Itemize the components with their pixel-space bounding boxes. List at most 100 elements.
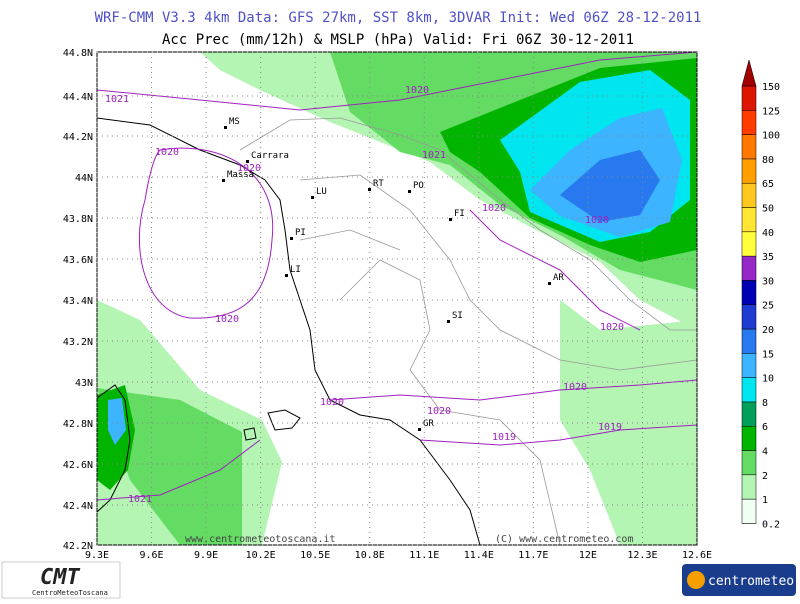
city-dot xyxy=(447,320,450,323)
lat-label: 44.4N xyxy=(63,92,93,103)
lon-label: 10.8E xyxy=(355,550,385,561)
colorbar-label: 0.2 xyxy=(762,519,780,530)
colorbar-box xyxy=(741,450,757,476)
city-label: Carrara xyxy=(251,151,289,161)
lat-label: 43.4N xyxy=(63,296,93,307)
city-dot xyxy=(222,179,225,182)
isobar-label: 1020 xyxy=(405,85,429,96)
colorbar-box xyxy=(741,498,757,524)
colorbar-label: 2 xyxy=(762,471,768,482)
lon-label: 10.5E xyxy=(300,550,330,561)
city-label: Massa xyxy=(227,170,254,180)
lon-label: 12.3E xyxy=(627,550,657,561)
isobar-label: 1020 xyxy=(320,397,344,408)
colorbar-box xyxy=(741,304,757,330)
colorbar-box xyxy=(741,134,757,160)
lon-label: 12E xyxy=(579,550,597,561)
city-label: PI xyxy=(295,228,306,238)
lat-label: 42.6N xyxy=(63,460,93,471)
isobar-label: 1020 xyxy=(482,203,506,214)
colorbar-label: 15 xyxy=(762,349,774,360)
colorbar-box xyxy=(741,110,757,135)
lon-label: 9.6E xyxy=(139,550,163,561)
logo-cmt-sub: CentroMeteoToscana xyxy=(32,589,108,597)
colorbar-label: 35 xyxy=(762,252,774,263)
colorbar-label: 10 xyxy=(762,374,774,385)
lon-label: 11.4E xyxy=(464,550,494,561)
lon-label: 9.3E xyxy=(85,550,109,561)
city-dot xyxy=(418,428,421,431)
isobars xyxy=(96,51,698,501)
lat-label: 42.8N xyxy=(63,419,93,430)
watermark: www.centrometeotoscana.it xyxy=(185,534,336,545)
city-dot xyxy=(449,218,452,221)
isobar-label: 1019 xyxy=(492,432,516,443)
lat-label: 43.6N xyxy=(63,255,93,266)
colorbar-box xyxy=(741,280,757,305)
isobar-label: 1020 xyxy=(427,406,451,417)
city-label: RT xyxy=(373,179,384,189)
isobar-label: 1021 xyxy=(422,150,446,161)
city-dot xyxy=(224,126,227,129)
colorbar-box xyxy=(741,158,757,184)
lat-label: 44.8N xyxy=(63,48,93,59)
colorbar-label: 8 xyxy=(762,398,768,409)
city-dot xyxy=(408,190,411,193)
lon-label: 12.6E xyxy=(682,550,712,561)
colorbar-label: 80 xyxy=(762,155,774,166)
city-label: GR xyxy=(423,419,434,429)
colorbar-box xyxy=(741,328,757,354)
colorbar-label: 25 xyxy=(762,301,774,312)
isobar-label: 1021 xyxy=(105,94,129,105)
region-borders xyxy=(239,117,698,546)
colorbar-box xyxy=(741,231,757,257)
colorbar-label: 50 xyxy=(762,204,774,215)
watermark: (C) www.centrometeo.com xyxy=(495,534,633,545)
colorbar-label: 125 xyxy=(762,106,780,117)
city-dot xyxy=(368,188,371,191)
logo-centrometeo-icon xyxy=(687,571,705,589)
city-dot xyxy=(290,237,293,240)
lat-label: 43N xyxy=(75,378,93,389)
colorbar-label: 4 xyxy=(762,447,768,458)
logo-centrometeo-box xyxy=(682,564,796,596)
city-label: LU xyxy=(316,187,327,197)
isobar-label: 1020 xyxy=(215,314,239,325)
colorbar-box xyxy=(741,401,757,427)
colorbar-label: 20 xyxy=(762,325,774,336)
lat-label: 42.2N xyxy=(63,541,93,552)
header-line2: Acc Prec (mm/12h) & MSLP (hPa) Valid: Fr… xyxy=(162,32,634,48)
isobar-label: 1021 xyxy=(128,494,152,505)
city-label: LI xyxy=(290,265,301,275)
colorbar-label: 100 xyxy=(762,131,780,142)
city-label: AR xyxy=(553,273,564,283)
city-label: FI xyxy=(454,209,465,219)
lat-label: 42.4N xyxy=(63,501,93,512)
isobar-label: 1019 xyxy=(598,422,622,433)
colorbar-box xyxy=(741,377,757,403)
city-dot xyxy=(548,282,551,285)
colorbar-box xyxy=(741,207,757,233)
colorbar-box xyxy=(741,474,757,500)
lat-label: 43.2N xyxy=(63,337,93,348)
colorbar-arrow xyxy=(741,59,757,87)
colorbar-label: 6 xyxy=(762,422,768,433)
colorbar-label: 65 xyxy=(762,179,774,190)
isobar-label: 1020 xyxy=(585,215,609,226)
colorbar-label: 150 xyxy=(762,82,780,93)
city-label: MS xyxy=(229,117,240,127)
colorbar-box xyxy=(741,182,757,208)
isobar-label: 1020 xyxy=(237,163,261,174)
isobar-label: 1020 xyxy=(600,322,624,333)
lon-label: 11.7E xyxy=(518,550,548,561)
lat-label: 44.2N xyxy=(63,132,93,143)
isobar-label: 1020 xyxy=(563,382,587,393)
colorbar-label: 40 xyxy=(762,228,774,239)
coastline xyxy=(96,117,481,546)
colorbar-box xyxy=(741,85,757,111)
lon-label: 10.2E xyxy=(246,550,276,561)
city-label: SI xyxy=(452,311,463,321)
colorbar-label: 1 xyxy=(762,495,768,506)
lat-label: 43.8N xyxy=(63,214,93,225)
lon-label: 9.9E xyxy=(194,550,218,561)
